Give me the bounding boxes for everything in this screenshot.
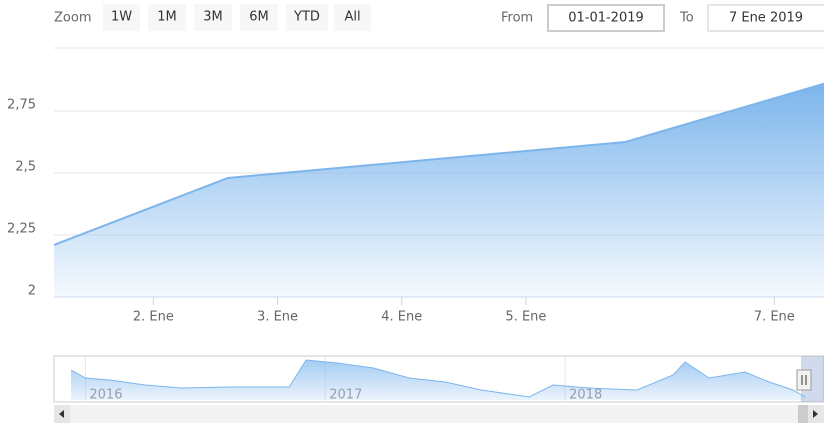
x-tick-label: 4. Ene (381, 310, 422, 325)
scrollbar[interactable] (54, 405, 824, 423)
zoom-button-label[interactable]: 1W (111, 10, 132, 25)
zoom-button[interactable] (286, 4, 328, 31)
arrow-left (59, 410, 64, 418)
from-input[interactable] (547, 4, 665, 32)
zoom-button-label[interactable]: YTD (293, 10, 320, 25)
zoom-button-label[interactable]: 1M (157, 10, 177, 25)
x-tick-label: 7. Ene (754, 310, 795, 325)
y-tick-label: 2,25 (7, 222, 36, 237)
scroll-thumb[interactable] (798, 405, 808, 423)
arrow-right (813, 410, 818, 418)
area-line (70, 359, 806, 398)
zoom-button[interactable] (103, 4, 140, 31)
zoom-button-label[interactable]: 3M (203, 10, 223, 25)
x-tick-label: 3. Ene (257, 310, 298, 325)
to-value[interactable]: 7 Ene 2019 (729, 11, 803, 26)
zoom-label: Zoom (54, 11, 91, 26)
zoom-button-label[interactable]: All (344, 10, 360, 25)
area-fill (54, 83, 824, 297)
to-input[interactable] (707, 4, 824, 32)
from-value[interactable]: 01-01-2019 (568, 11, 644, 26)
x-tick-label: 2. Ene (133, 310, 174, 325)
y-tick-label: 2,5 (15, 160, 36, 175)
area-line (53, 82, 824, 246)
navigator-frame (53, 355, 824, 403)
y-tick-label: 2,75 (7, 98, 36, 113)
to-label: To (679, 11, 694, 26)
zoom-button[interactable] (334, 4, 371, 31)
zoom-button-label[interactable]: 6M (249, 10, 269, 25)
zoom-button[interactable] (148, 4, 186, 31)
zoom-button[interactable] (194, 4, 232, 31)
from-label: From (501, 11, 533, 26)
zoom-button[interactable] (240, 4, 278, 31)
y-tick-label: 2 (28, 284, 36, 299)
navigator-handle[interactable] (796, 369, 812, 391)
x-tick-label: 5. Ene (505, 310, 546, 325)
area-fill (71, 360, 805, 400)
